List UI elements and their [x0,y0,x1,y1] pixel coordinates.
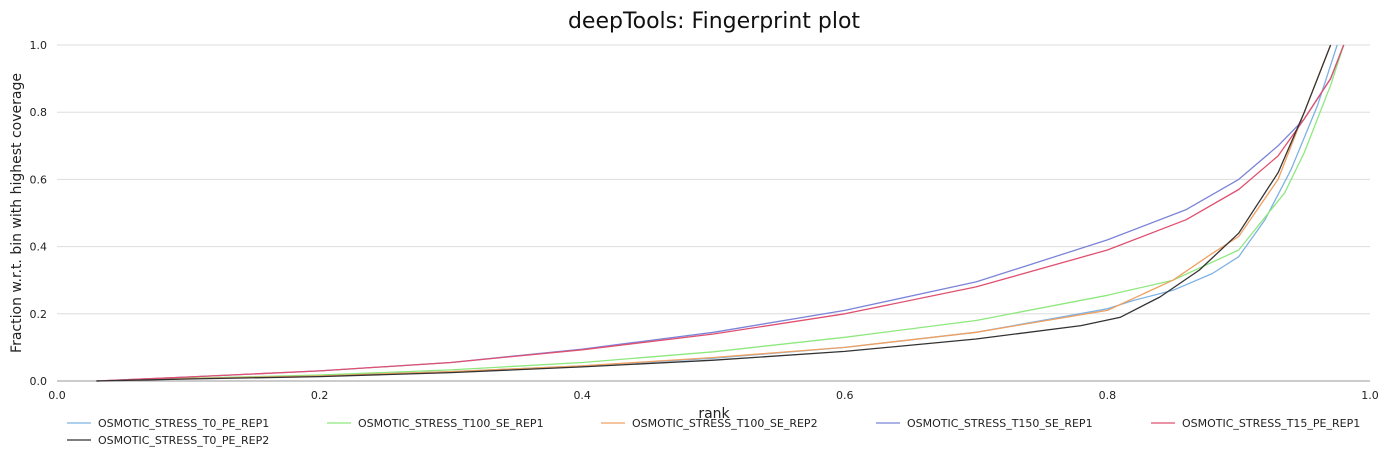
x-tick-label: 0.4 [573,389,591,402]
series-line-3 [96,44,1332,382]
x-tick-label: 0.6 [836,389,854,402]
legend-label: OSMOTIC_STRESS_T0_PE_REP2 [98,434,269,447]
legend-label: OSMOTIC_STRESS_T150_SE_REP1 [907,417,1093,430]
x-tick-label: 1.0 [1361,389,1379,402]
x-tick-label: 0.0 [48,389,66,402]
series-line-4 [96,44,1345,382]
y-axis-label: Fraction w.r.t. bin with highest coverag… [9,73,25,353]
y-tick-label: 0.0 [30,375,48,388]
x-axis-ticks: 0.0 0.2 0.4 0.6 0.8 1.0 [48,389,1379,402]
series-line-6 [96,44,1332,382]
chart-title: deepTools: Fingerprint plot [568,9,860,34]
series-line-1 [96,44,1338,382]
y-tick-label: 0.2 [30,308,48,321]
legend-label: OSMOTIC_STRESS_T15_PE_REP1 [1182,417,1360,430]
series-line-2 [96,44,1345,382]
legend: OSMOTIC_STRESS_T0_PE_REP1 OSMOTIC_STRESS_… [67,417,1360,447]
series-lines [96,44,1345,382]
legend-label: OSMOTIC_STRESS_T100_SE_REP1 [358,417,544,430]
y-tick-label: 1.0 [30,39,48,52]
legend-label: OSMOTIC_STRESS_T0_PE_REP1 [98,417,269,430]
y-tick-label: 0.4 [30,241,48,254]
x-axis-label: rank [698,406,730,422]
x-tick-label: 0.8 [1099,389,1117,402]
legend-label: OSMOTIC_STRESS_T100_SE_REP2 [632,417,818,430]
x-tick-label: 0.2 [311,389,329,402]
y-tick-label: 0.6 [30,173,48,186]
y-tick-label: 0.8 [30,106,48,119]
gridlines [57,44,1370,315]
y-axis-ticks: 0.0 0.2 0.4 0.6 0.8 1.0 [30,39,48,388]
